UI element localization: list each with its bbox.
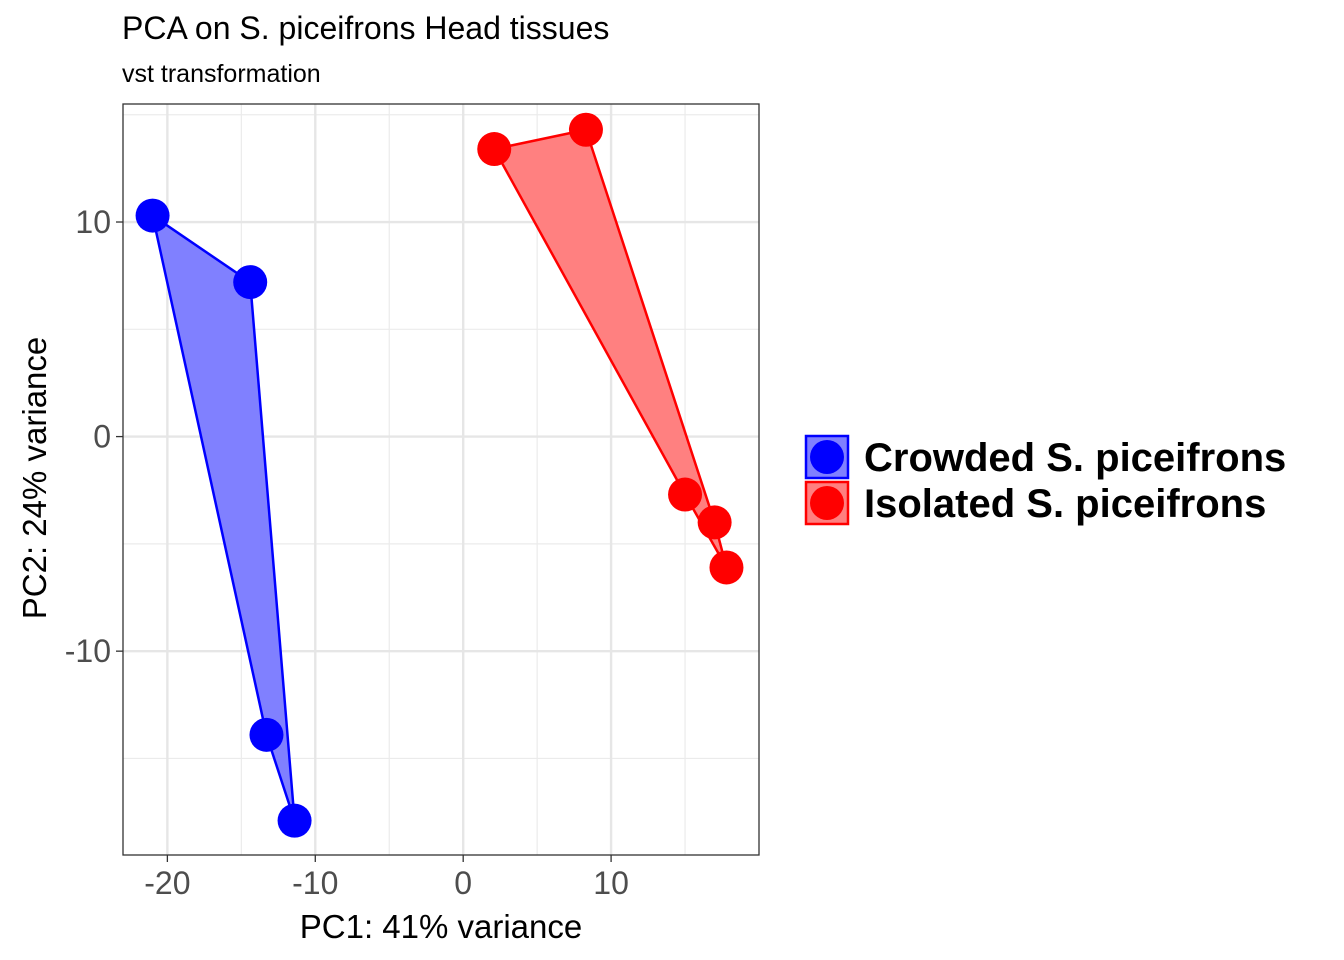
point-s1-0 — [477, 132, 512, 167]
legend-label-0: Crowded S. piceifrons — [864, 436, 1286, 480]
y-tick-label: -10 — [65, 633, 111, 669]
chart-title: PCA on S. piceifrons Head tissues — [122, 10, 609, 46]
chart-subtitle: vst transformation — [122, 60, 321, 88]
y-tick-label: 0 — [93, 419, 111, 455]
data-points — [135, 112, 744, 838]
x-tick-label: -10 — [292, 865, 338, 901]
point-s1-1 — [568, 112, 603, 147]
point-s1-4 — [709, 550, 744, 585]
y-tick-label: 10 — [75, 204, 111, 240]
point-s0-1 — [233, 265, 268, 300]
x-tick-label: 10 — [593, 865, 629, 901]
x-tick-label: -20 — [144, 865, 190, 901]
legend-marker-1 — [810, 486, 844, 520]
point-s0-3 — [277, 803, 312, 838]
legend-label-1: Isolated S. piceifrons — [864, 482, 1266, 526]
point-s1-2 — [668, 477, 703, 512]
x-axis-title: PC1: 41% variance — [300, 908, 582, 945]
point-s0-2 — [249, 717, 284, 752]
x-tick-label: 0 — [454, 865, 472, 901]
y-axis-title: PC2: 24% variance — [16, 337, 53, 619]
panel-border — [122, 103, 760, 856]
y-axis: -10 0 10 — [65, 204, 123, 669]
x-axis: -20 -10 0 10 — [144, 855, 629, 901]
plot-panel — [122, 103, 760, 856]
point-s1-3 — [697, 505, 732, 540]
legend-marker-0 — [810, 440, 844, 474]
point-s0-0 — [135, 198, 170, 233]
